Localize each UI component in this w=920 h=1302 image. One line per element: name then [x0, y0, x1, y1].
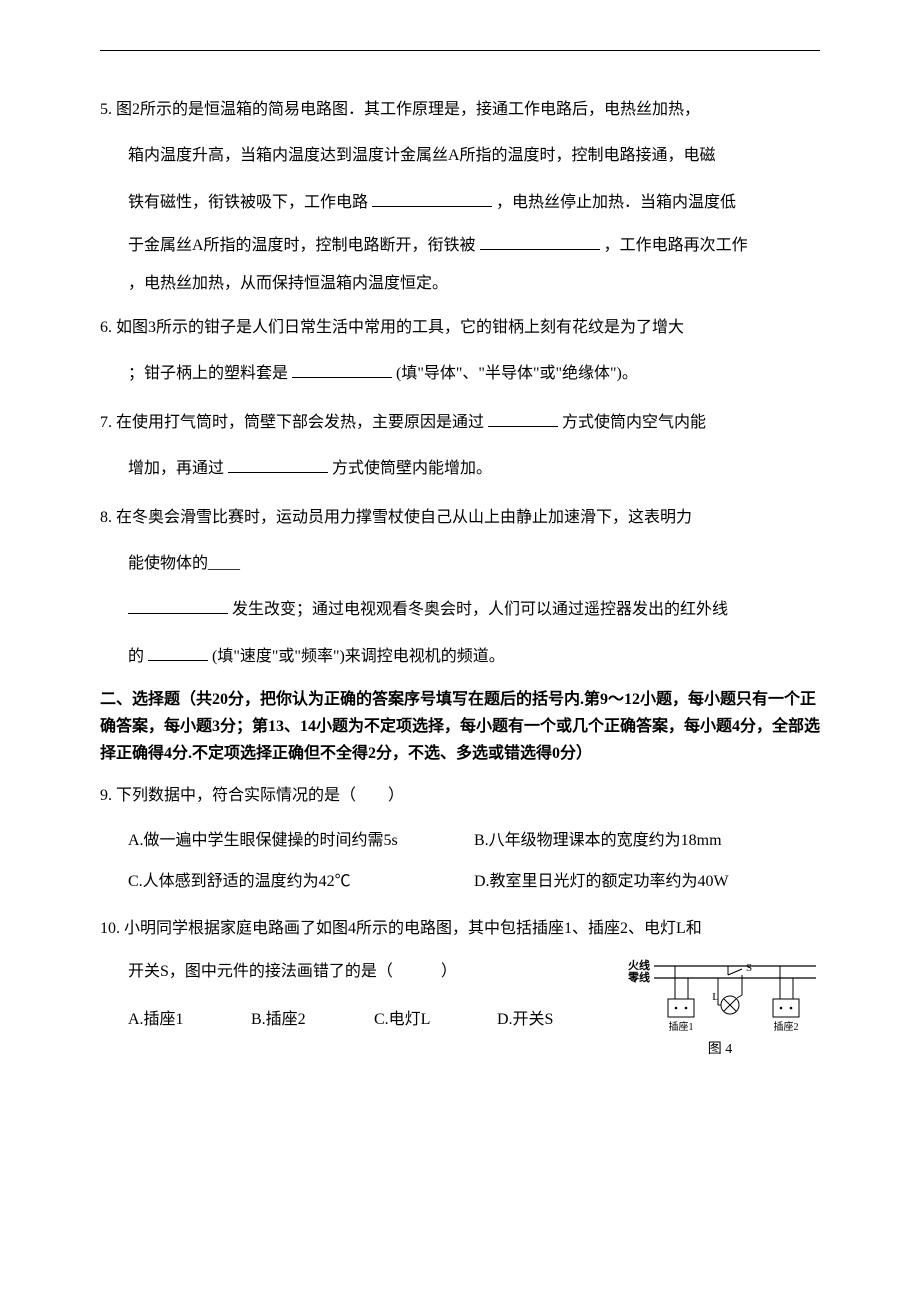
figure-4: 火线 零线 插座1 S	[620, 957, 820, 1060]
q7-line1b: 方式使筒内空气内能	[562, 414, 706, 431]
fig4-switch-label: S	[746, 962, 752, 974]
q10-optA: A.插座1	[128, 999, 251, 1041]
q5-line3a: 铁有磁性，衔铁被吸下，工作电路	[128, 194, 368, 211]
question-9: 9. 下列数据中，符合实际情况的是（ ） A.做一遍中学生眼保健操的时间约需5s…	[100, 780, 820, 903]
q10-optC: C.电灯L	[374, 999, 497, 1041]
q5-line2: 箱内温度升高，当箱内温度达到温度计金属丝A所指的温度时，控制电路接通，电磁	[100, 137, 820, 175]
q9-number: 9.	[100, 787, 112, 804]
q5-blank2	[480, 233, 600, 250]
q5-line4b: ，工作电路再次工作	[604, 237, 748, 254]
question-8: 8. 在冬奥会滑雪比赛时，运动员用力撑雪杖使自己从山上由静止加速滑下，这表明力 …	[100, 499, 820, 677]
q10-line2: 开关S，图中元件的接法画错了的是（ ）	[100, 953, 620, 991]
q6-blank1	[292, 361, 392, 378]
question-6: 6. 如图3所示的钳子是人们日常生活中常用的工具，它的钳柄上刻有花纹是为了增大 …	[100, 309, 820, 394]
top-rule	[100, 50, 820, 51]
question-7: 7. 在使用打气筒时，筒壁下部会发热，主要原因是通过 方式使筒内空气内能 增加，…	[100, 404, 820, 489]
fig4-live-label: 火线	[628, 958, 650, 972]
q5-line5: ，电热丝加热，从而保持恒温箱内温度恒定。	[100, 270, 820, 299]
figure4-caption: 图 4	[620, 1039, 820, 1060]
q8-line3: 发生改变；通过电视观看冬奥会时，人们可以通过遥控器发出的红外线	[232, 601, 728, 618]
q10-optD: D.开关S	[497, 999, 620, 1041]
q10-number: 10.	[100, 920, 120, 937]
q6-line2b: (填"导体"、"半导体"或"绝缘体")。	[396, 365, 638, 382]
fig4-lamp-label: L	[712, 991, 719, 1003]
q9-optC: C.人体感到舒适的温度约为42℃	[128, 861, 474, 903]
q8-line4b: (填"速度"或"频率")来调控电视机的频道。	[212, 648, 505, 665]
q8-line1: 在冬奥会滑雪比赛时，运动员用力撑雪杖使自己从山上由静止加速滑下，这表明力	[116, 509, 692, 526]
q7-line2a: 增加，再通过	[128, 460, 224, 477]
q10-stem: 小明同学根据家庭电路画了如图4所示的电路图，其中包括插座1、插座2、电灯L和	[124, 920, 702, 937]
q7-blank1	[488, 410, 558, 427]
q7-number: 7.	[100, 414, 112, 431]
q7-blank2	[228, 456, 328, 473]
q10-options: A.插座1 B.插座2 C.电灯L D.开关S	[100, 999, 620, 1041]
q8-blank-lead	[128, 597, 228, 614]
q5-number: 5.	[100, 101, 112, 118]
q6-line2a: ；钳子柄上的塑料套是	[128, 365, 288, 382]
q6-line1: 如图3所示的钳子是人们日常生活中常用的工具，它的钳柄上刻有花纹是为了增大	[116, 319, 684, 336]
q6-number: 6.	[100, 319, 112, 336]
q9-stem: 下列数据中，符合实际情况的是（ ）	[116, 787, 404, 804]
q9-optA: A.做一遍中学生眼保健操的时间约需5s	[128, 820, 474, 862]
q9-options: A.做一遍中学生眼保健操的时间约需5s B.八年级物理课本的宽度约为18mm C…	[100, 820, 820, 903]
q9-optB: B.八年级物理课本的宽度约为18mm	[474, 820, 820, 862]
section2-heading: 二、选择题（共20分，把你认为正确的答案序号填写在题后的括号内.第9～12小题，…	[100, 686, 820, 768]
q7-line2b: 方式使筒壁内能增加。	[332, 460, 492, 477]
question-5: 5. 图2所示的是恒温箱的简易电路图．其工作原理是，接通工作电路后，电热丝加热，…	[100, 91, 820, 299]
q8-line2: 能使物体的____	[100, 545, 820, 583]
q10-optB: B.插座2	[251, 999, 374, 1041]
fig4-sock1-label: 插座1	[669, 1020, 694, 1033]
fig4-neutral-label: 零线	[627, 970, 650, 984]
q5-line4a: 于金属丝A所指的温度时，控制电路断开，衔铁被	[128, 237, 476, 254]
figure4-svg: 火线 零线 插座1 S	[620, 957, 820, 1037]
q5-line3b: ，电热丝停止加热．当箱内温度低	[496, 194, 736, 211]
q9-optD: D.教室里日光灯的额定功率约为40W	[474, 861, 820, 903]
q7-line1a: 在使用打气筒时，筒壁下部会发热，主要原因是通过	[116, 414, 484, 431]
fig4-sock2-label: 插座2	[774, 1020, 799, 1033]
q8-blank2	[148, 644, 208, 661]
q5-blank1	[372, 190, 492, 207]
question-10: 10. 小明同学根据家庭电路画了如图4所示的电路图，其中包括插座1、插座2、电灯…	[100, 913, 820, 1060]
q5-line1: 图2所示的是恒温箱的简易电路图．其工作原理是，接通工作电路后，电热丝加热，	[116, 101, 700, 118]
q8-line4a: 的	[128, 648, 144, 665]
q8-number: 8.	[100, 509, 112, 526]
